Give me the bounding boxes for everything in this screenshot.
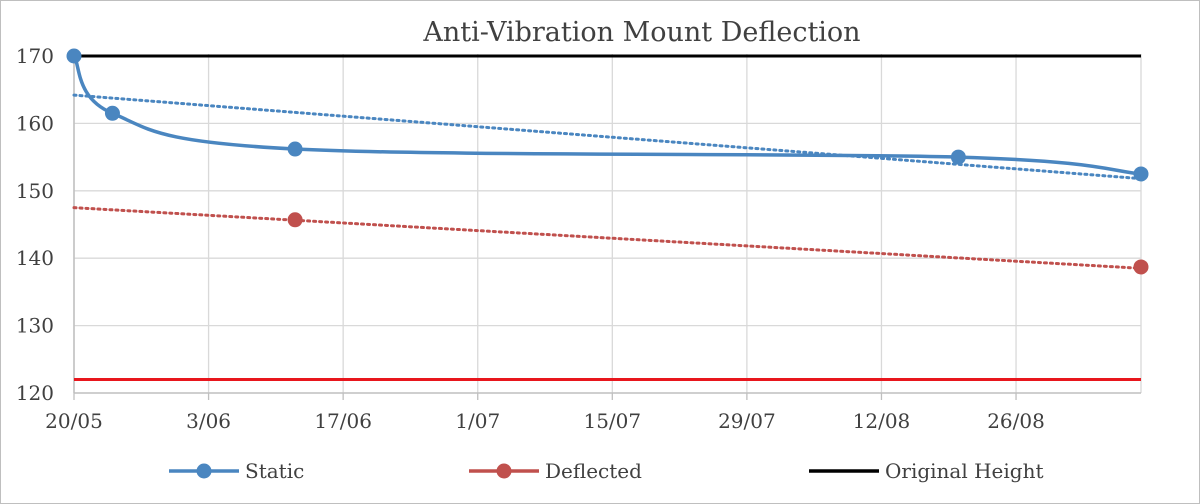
x-tick-label: 12/08 [853, 409, 911, 433]
x-tick-label: 29/07 [718, 409, 776, 433]
static-point [287, 141, 303, 157]
legend-static-label: Static [245, 459, 304, 483]
gridlines [73, 54, 1142, 393]
legend-deflected-marker [496, 463, 512, 479]
trendlines [72, 93, 1143, 270]
static-trendline [72, 93, 1143, 181]
x-tick-label: 1/07 [455, 409, 500, 433]
y-tick-label: 150 [16, 179, 54, 203]
chart-title: Anti-Vibration Mount Deflection [422, 17, 860, 48]
y-tick-label: 160 [16, 111, 54, 135]
legend-deflected-label: Deflected [545, 459, 642, 483]
static-point [104, 105, 120, 121]
static-point [66, 48, 82, 64]
static-point [1133, 166, 1149, 182]
deflected-point [1133, 259, 1149, 275]
y-tick-label: 140 [16, 246, 54, 270]
x-tick-label: 15/07 [583, 409, 641, 433]
y-tick-label: 130 [16, 314, 54, 338]
x-tick-label: 17/06 [314, 409, 372, 433]
y-tick-label: 170 [16, 44, 54, 68]
legend-original-height-label: Original Height [885, 459, 1044, 483]
axes: 120 130 140 150 160 170 20/05 3/06 17/06 1/07 15/0… [16, 44, 1141, 433]
deflected-trendline [72, 206, 1143, 270]
series-lines [72, 54, 1142, 382]
static-point [950, 149, 966, 165]
data-markers [66, 48, 1149, 275]
x-tick-label: 20/05 [45, 409, 103, 433]
x-tick-label: 3/06 [186, 409, 231, 433]
legend: Static Deflected Original Height [169, 459, 1044, 483]
static-line [72, 55, 1142, 176]
deflected-point [287, 212, 303, 228]
legend-static-marker [196, 463, 212, 479]
x-tick-label: 26/08 [987, 409, 1045, 433]
y-tick-label: 120 [16, 381, 54, 405]
